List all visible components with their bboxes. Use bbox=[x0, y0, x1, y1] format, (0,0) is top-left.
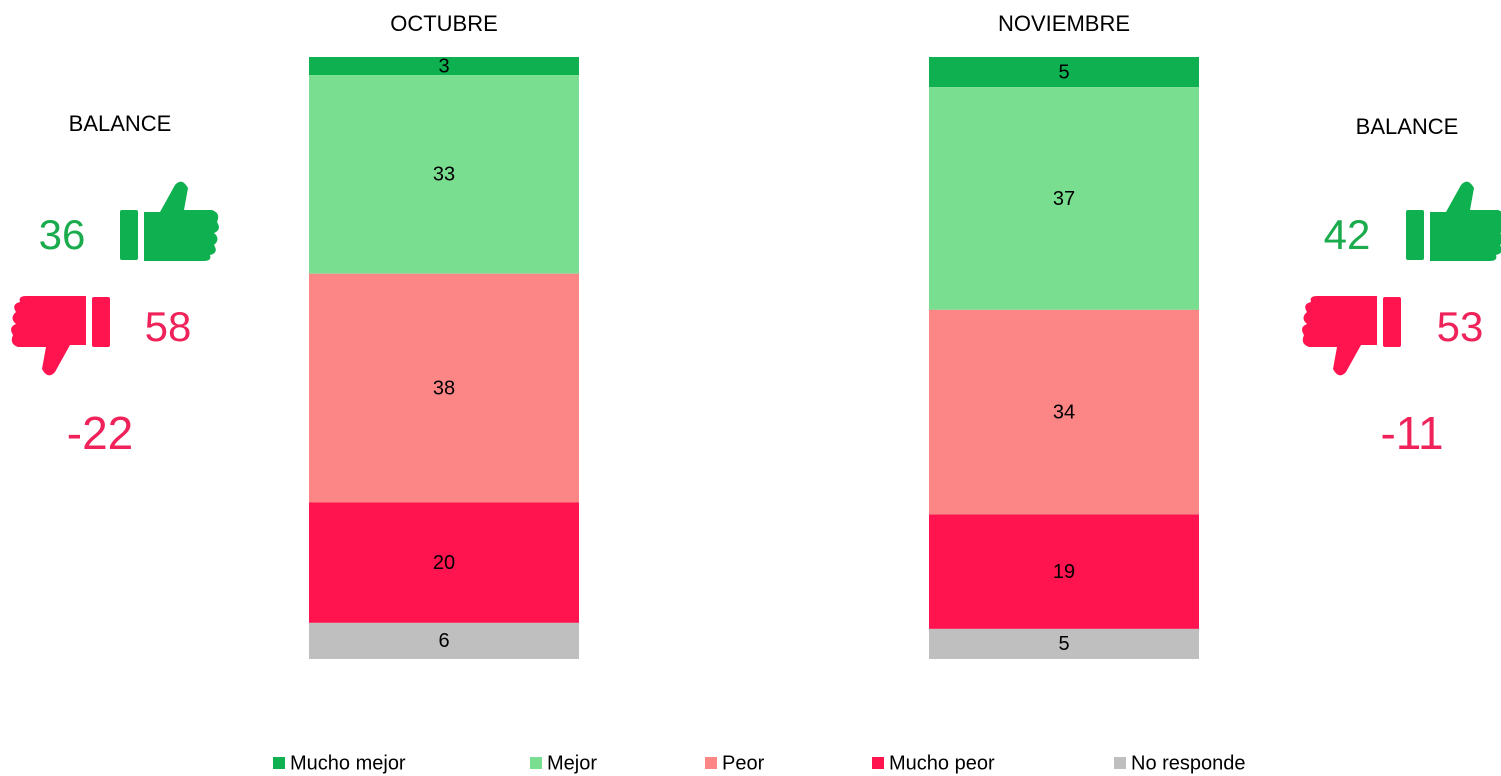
thumb-down-icon bbox=[11, 296, 110, 376]
bar-segment bbox=[309, 273, 579, 503]
legend-swatch bbox=[705, 757, 717, 769]
legend-swatch bbox=[530, 757, 542, 769]
balance-negative: 58 bbox=[145, 303, 192, 350]
bar-segment bbox=[929, 514, 1199, 629]
legend-swatch bbox=[872, 757, 884, 769]
legend-label: Mucho mejor bbox=[290, 752, 406, 774]
legend-label: No responde bbox=[1131, 752, 1246, 774]
category-title: OCTUBRE bbox=[390, 11, 498, 36]
balance-net: -11 bbox=[1380, 407, 1443, 459]
balance-net: -22 bbox=[67, 407, 133, 459]
value-label: 19 bbox=[1053, 561, 1075, 583]
bar-segment bbox=[309, 57, 579, 76]
value-label: 38 bbox=[433, 377, 455, 399]
bar-segment bbox=[929, 57, 1199, 88]
bar-segment bbox=[309, 75, 579, 274]
category-title: NOVIEMBRE bbox=[998, 11, 1130, 36]
balance-title: BALANCE bbox=[1356, 114, 1459, 139]
thumb-up-icon bbox=[120, 181, 219, 261]
balance-positive: 36 bbox=[39, 211, 86, 258]
balance-positive: 42 bbox=[1324, 211, 1371, 258]
balance-negative: 53 bbox=[1437, 303, 1484, 350]
bar-segment bbox=[309, 622, 579, 659]
thumb-down-icon bbox=[1302, 296, 1401, 376]
balance-title: BALANCE bbox=[69, 111, 172, 136]
legend-swatch bbox=[1114, 757, 1126, 769]
value-label: 34 bbox=[1053, 401, 1075, 423]
value-label: 37 bbox=[1053, 188, 1075, 210]
bar-segment bbox=[929, 309, 1199, 515]
legend-label: Peor bbox=[722, 752, 765, 774]
bar-segment bbox=[309, 502, 579, 623]
legend-label: Mucho peor bbox=[889, 752, 995, 774]
value-label: 20 bbox=[433, 552, 455, 574]
legend-swatch bbox=[273, 757, 285, 769]
thumb-up-icon bbox=[1406, 181, 1501, 261]
value-label: 3 bbox=[438, 55, 449, 77]
value-label: 5 bbox=[1058, 61, 1069, 83]
value-label: 6 bbox=[438, 630, 449, 652]
value-label: 33 bbox=[433, 164, 455, 186]
value-label: 5 bbox=[1058, 633, 1069, 655]
bar-segment bbox=[929, 87, 1199, 310]
bar-segment bbox=[929, 628, 1199, 659]
legend-label: Mejor bbox=[547, 752, 597, 774]
